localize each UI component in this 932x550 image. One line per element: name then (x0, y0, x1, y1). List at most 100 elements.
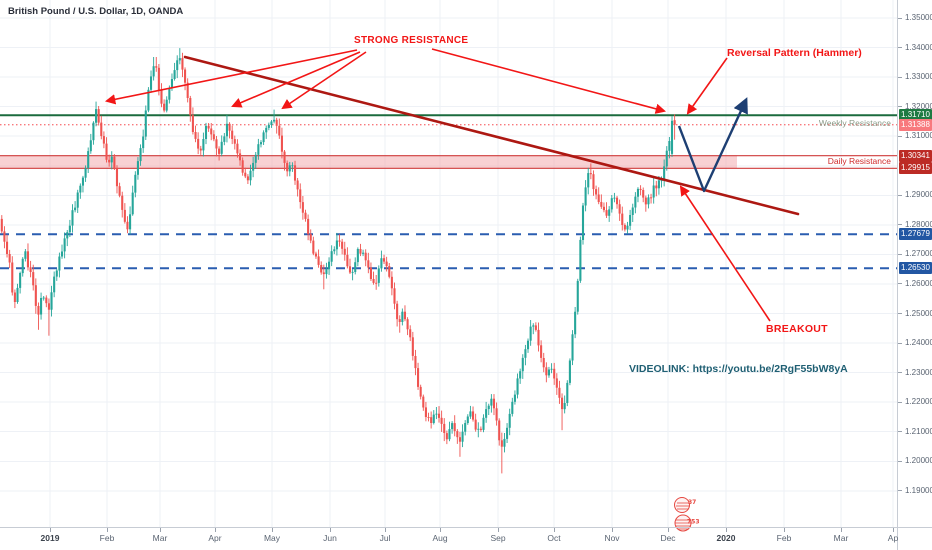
candle (108, 154, 111, 167)
candle (346, 247, 349, 269)
x-axis-tick (612, 528, 613, 532)
projection-zigzag-arrow[interactable] (677, 97, 748, 193)
candle (24, 249, 27, 262)
hammer-pointer-arrow[interactable] (686, 57, 728, 115)
candle (163, 99, 166, 113)
candle (299, 183, 302, 209)
candle (338, 234, 341, 247)
candle (474, 413, 477, 432)
strong-resistance-arrow-0[interactable] (104, 49, 358, 105)
candle (524, 344, 527, 366)
candle (458, 431, 461, 457)
candle (440, 410, 443, 432)
candle (422, 394, 425, 411)
price-axis[interactable]: 1.35000 1.34000 1.33000 1.32000 1.31000 1.290… (897, 0, 932, 550)
candle (68, 219, 71, 237)
candle (385, 256, 388, 272)
candle (126, 216, 129, 234)
candle (296, 178, 299, 197)
candle (259, 140, 263, 148)
candle (194, 125, 197, 143)
candle (362, 249, 365, 257)
candle (231, 125, 234, 145)
y-axis-tick (898, 283, 902, 285)
candle (320, 261, 323, 275)
candle (262, 130, 265, 145)
candle (602, 202, 605, 213)
annotation-reversal-pattern[interactable]: Reversal Pattern (Hammer) (727, 47, 862, 59)
price-badge: 1.31710 (899, 109, 932, 122)
candle (97, 106, 100, 126)
publisher-watermark: 37 753 (674, 497, 700, 532)
y-axis-label: 1.35000 (905, 13, 932, 22)
candle (202, 132, 205, 157)
watermark-number: 753 (687, 519, 700, 526)
candle (333, 246, 336, 255)
candle (403, 305, 407, 322)
candle (47, 298, 50, 336)
candle (288, 161, 291, 177)
candle (584, 180, 587, 212)
x-axis-tick (160, 528, 161, 532)
candle (605, 202, 608, 218)
candle (461, 424, 464, 448)
candle (160, 83, 163, 108)
candle (610, 195, 613, 213)
candle (66, 230, 69, 247)
y-axis-tick (898, 135, 902, 137)
y-axis-label: 1.19000 (905, 485, 932, 495)
candle (419, 384, 422, 400)
strong-resistance-arrow-3[interactable] (431, 48, 667, 114)
y-axis-label: 1.22000 (905, 397, 932, 407)
candle (136, 157, 139, 180)
candle (375, 275, 378, 290)
candle (178, 48, 181, 65)
candle (218, 146, 221, 161)
candle (134, 171, 137, 198)
y-axis-tick (898, 401, 902, 403)
candle (506, 423, 509, 443)
strong-resistance-arrow-1[interactable] (231, 51, 361, 108)
candle (618, 199, 621, 221)
candle (356, 247, 359, 267)
candle (396, 300, 399, 327)
gridlines (0, 0, 897, 527)
x-axis-tick (107, 528, 108, 532)
annotation-strong-resistance[interactable]: STRONG RESISTANCE (354, 35, 469, 46)
candle (110, 151, 113, 170)
x-axis-label: Mar (833, 533, 849, 543)
strong-resistance-arrow-2[interactable] (281, 51, 367, 110)
daily-resistance-zone[interactable] (0, 155, 897, 169)
x-axis-tick (726, 528, 727, 532)
candle (105, 137, 108, 163)
candle (100, 115, 103, 140)
candle (377, 265, 380, 287)
time-axis[interactable]: 2019 Feb Mar Apr May Jun Jul Aug Sep Oct Nov Dec 202… (0, 527, 932, 550)
y-axis-tick (898, 342, 902, 344)
candle (81, 175, 85, 193)
candle (74, 201, 77, 213)
x-axis-tick (554, 528, 555, 532)
annotation-breakout[interactable]: BREAKOUT (766, 323, 828, 335)
candle (529, 320, 532, 346)
candle (8, 249, 11, 269)
y-axis-label: 1.20000 (905, 456, 932, 466)
candle (115, 165, 119, 194)
candle (328, 257, 331, 275)
candle (668, 137, 671, 159)
descending-trendline[interactable] (183, 55, 800, 216)
candle (147, 87, 150, 113)
y-axis-tick (898, 194, 902, 196)
annotation-videolink[interactable]: VIDEOLINK: https://youtu.be/2RgF55bW8yA (629, 363, 848, 375)
candle (354, 257, 357, 275)
candle (207, 123, 210, 132)
candle (215, 136, 218, 157)
candle (432, 410, 435, 425)
breakout-pointer-arrow[interactable] (679, 185, 771, 322)
candle (623, 223, 626, 232)
candle (613, 192, 616, 203)
candle (348, 258, 352, 274)
candle (519, 368, 522, 384)
